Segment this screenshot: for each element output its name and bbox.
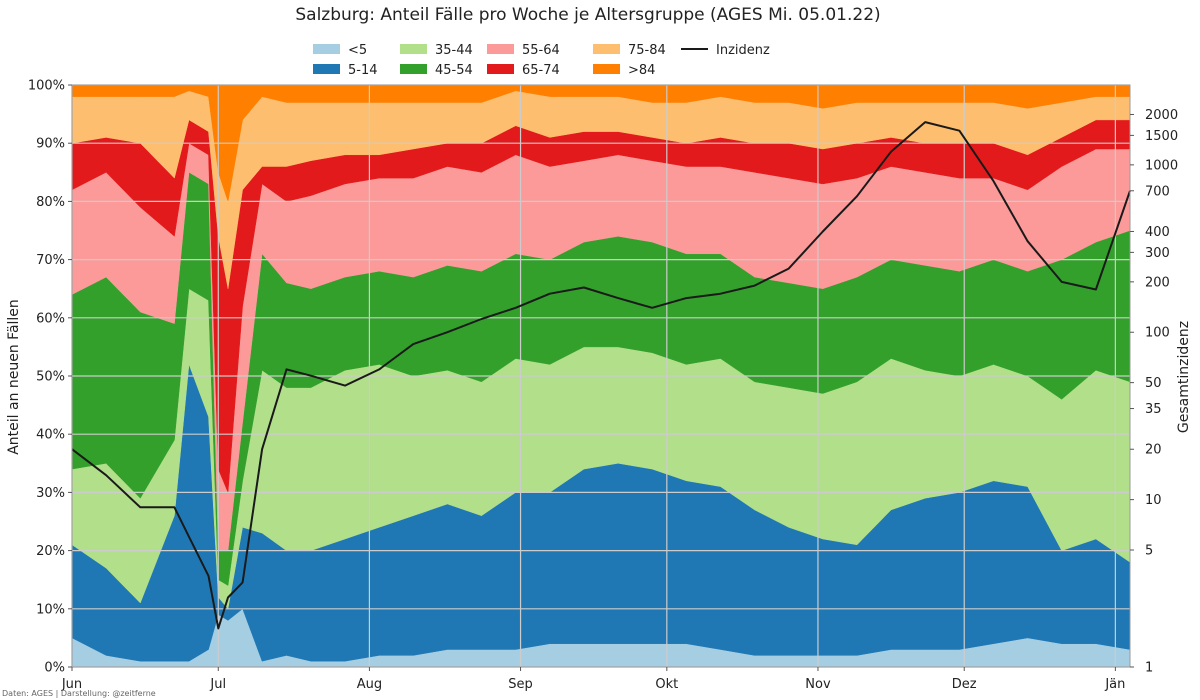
x-tick-label: Jul (209, 677, 226, 692)
y2-tick-label: 35 (1145, 402, 1162, 417)
area-series-group (71, 84, 1131, 668)
legend-label-75-84: 75-84 (628, 43, 666, 58)
legend-label-Inzidenz: Inzidenz (716, 43, 770, 58)
legend-swatch-under-5 (313, 44, 340, 54)
y-tick-label: 60% (36, 311, 65, 326)
y2-tick-label: 100 (1145, 326, 1170, 341)
legend-swatch-75-84 (593, 44, 620, 54)
chart-legend: <5 5-14 35-44 45-54 55-64 65-74 75-84 >84 Inzide… (313, 43, 770, 78)
legend-label-65-74: 65-74 (522, 63, 560, 78)
y-tick-label: 40% (36, 428, 65, 443)
legend-swatch-45-54 (400, 64, 427, 74)
x-tick-label: Okt (655, 677, 678, 692)
y-axis-title: Anteil an neuen Fällen (6, 299, 22, 455)
y-tick-label: 70% (36, 253, 65, 268)
y2-tick-label: 700 (1145, 184, 1170, 199)
y-tick-label: 80% (36, 195, 65, 210)
incidence-line (71, 121, 1131, 630)
y-tick-label: 30% (36, 486, 65, 501)
legend-label-45-54: 45-54 (435, 63, 473, 78)
legend-swatch-35-44 (400, 44, 427, 54)
y2-tick-label: 1 (1145, 661, 1153, 676)
y2-tick-label: 300 (1145, 246, 1170, 261)
x-tick-label: Sep (508, 677, 533, 692)
y2-axis-title: Gesamtinzidenz (1176, 321, 1192, 433)
legend-swatch-65-74 (487, 64, 514, 74)
legend-swatch-55-64 (487, 44, 514, 54)
y2-tick-label: 50 (1145, 376, 1162, 391)
y2-tick-label: 5 (1145, 544, 1153, 559)
y-tick-label: 100% (28, 79, 65, 94)
legend-label-5-14: 5-14 (348, 63, 378, 78)
data-credit: Daten: AGES | Darstellung: @zeitferne (2, 689, 156, 698)
legend-label-under-5: <5 (348, 43, 367, 58)
legend-label-55-64: 55-64 (522, 43, 560, 58)
legend-swatch-over-84 (593, 64, 620, 74)
x-tick-label: Aug (357, 677, 382, 692)
legend-swatch-5-14 (313, 64, 340, 74)
y2-tick-label: 20 (1145, 443, 1162, 458)
x-tick-label: Jun (61, 677, 82, 692)
x-tick-label: Jän (1104, 677, 1125, 692)
legend-label-over-84: >84 (628, 63, 655, 78)
chart-title: Salzburg: Anteil Fälle pro Woche je Alte… (295, 5, 880, 25)
y-tick-label: 0% (44, 661, 65, 676)
legend-label-35-44: 35-44 (435, 43, 473, 58)
x-tick-label: Dez (952, 677, 977, 692)
y-tick-label: 50% (36, 370, 65, 385)
incidence-line-group (71, 121, 1131, 630)
y-tick-label: 20% (36, 544, 65, 559)
y-tick-label: 90% (36, 137, 65, 152)
y-tick-label: 10% (36, 602, 65, 617)
y2-tick-label: 10 (1145, 493, 1162, 508)
y2-tick-label: 400 (1145, 225, 1170, 240)
x-tick-label: Nov (805, 677, 831, 692)
axes: 0% 10% 20% 30% 40% 50% 60% 70% 80% 90% 100% 1 5 10 20 3… (28, 79, 1178, 693)
y2-tick-label: 1500 (1145, 129, 1178, 144)
y2-tick-label: 200 (1145, 275, 1170, 290)
y2-tick-label: 1000 (1145, 158, 1178, 173)
y2-tick-label: 2000 (1145, 108, 1178, 123)
